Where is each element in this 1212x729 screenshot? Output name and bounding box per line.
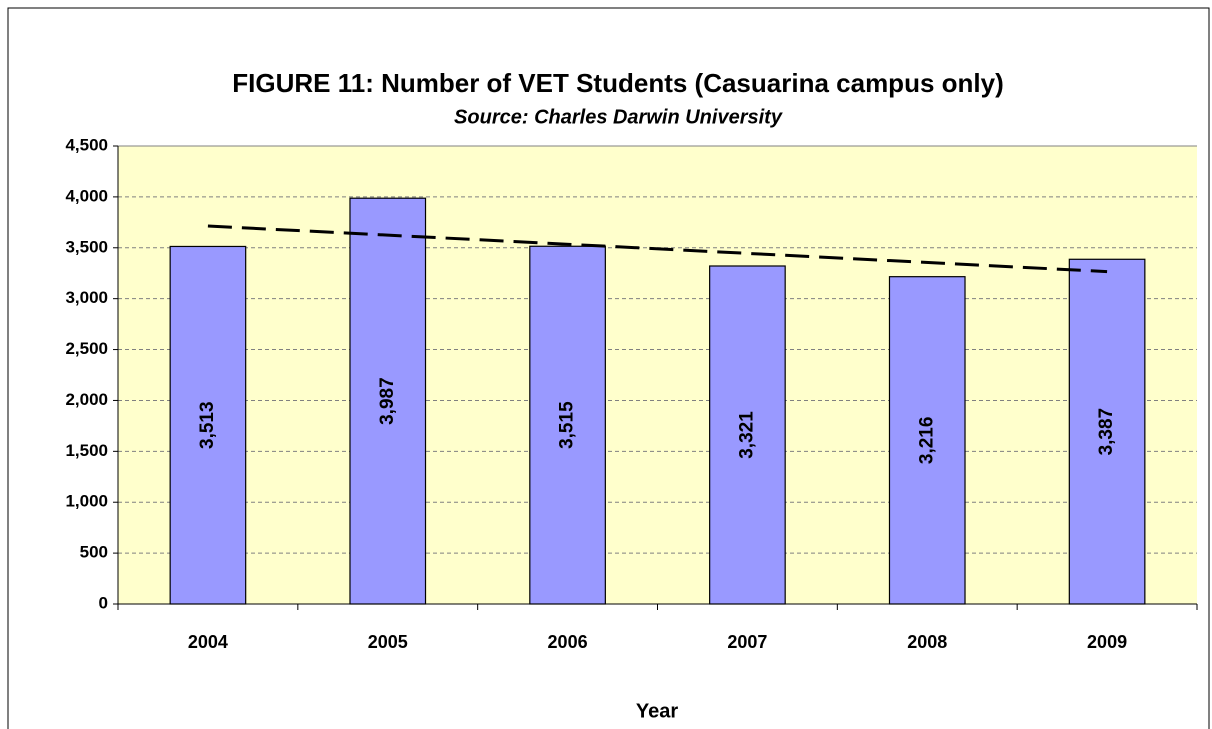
bar [1068,258,1146,605]
x-tick-label: 2004 [188,632,228,652]
y-tick-label: 3,500 [65,237,108,256]
y-tick-label: 2,500 [65,339,108,358]
y-tick-label: 1,000 [65,492,108,511]
y-tick-label: 4,500 [65,135,108,154]
value-label: 3,515 [557,401,578,449]
chart-subtitle: Source: Charles Darwin University [454,106,783,128]
value-label: 3,321 [736,411,757,459]
value-label: 3,513 [197,401,218,449]
x-axis-label: Year [636,700,678,722]
chart-title: FIGURE 11: Number of VET Students (Casua… [232,68,1003,98]
x-tick-label: 2008 [907,632,947,652]
y-tick-label: 500 [80,543,108,562]
x-tick-label: 2005 [368,632,408,652]
value-label: 3,216 [916,417,937,465]
bar [349,197,427,605]
bar [529,245,606,605]
y-tick-label: 2,000 [65,390,108,409]
y-tick-label: 0 [99,593,108,612]
bar [888,276,966,605]
y-tick-label: 1,500 [65,441,108,460]
value-label: 3,987 [377,377,398,425]
x-tick-label: 2007 [727,632,767,652]
plot-area [118,146,1197,604]
bar [169,245,247,605]
trend-line [207,224,1108,274]
value-label: 3,387 [1096,408,1117,456]
x-tick-label: 2009 [1087,632,1127,652]
y-tick-label: 4,000 [65,186,108,205]
bar [709,265,786,605]
y-tick-label: 3,000 [65,288,108,307]
x-tick-label: 2006 [548,632,588,652]
